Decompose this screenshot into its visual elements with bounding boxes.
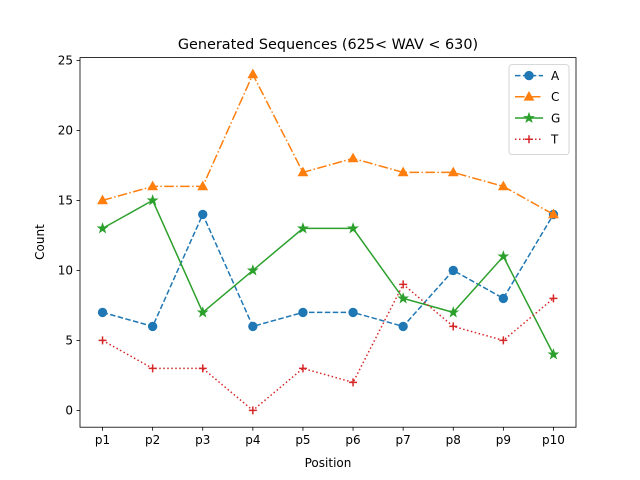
chart-title: Generated Sequences (625< WAV < 630)	[178, 37, 478, 53]
x-axis-label: Position	[305, 456, 352, 470]
data-point	[96, 222, 109, 234]
data-point	[297, 166, 309, 177]
data-point	[447, 306, 460, 318]
data-point	[246, 264, 259, 276]
data-point	[148, 364, 157, 373]
data-point	[197, 180, 209, 191]
data-point	[98, 336, 107, 345]
y-tick-label: 25	[58, 54, 73, 68]
x-tick-label: p1	[95, 433, 110, 447]
data-point	[547, 348, 560, 360]
data-point	[349, 378, 358, 387]
legend-item-a: A	[515, 69, 560, 83]
legend-item-c: C	[515, 90, 559, 104]
legend-item-t: T	[515, 133, 559, 147]
data-point	[549, 294, 558, 303]
data-point	[499, 336, 508, 345]
legend-label: A	[551, 69, 560, 83]
axes-frame	[79, 57, 577, 428]
series-line	[102, 283, 554, 412]
data-point	[497, 180, 509, 191]
data-point	[97, 194, 108, 205]
data-point	[397, 292, 410, 304]
data-point	[399, 280, 408, 289]
data-point	[347, 222, 359, 234]
data-point	[198, 209, 208, 220]
x-tick-label: p6	[345, 433, 360, 447]
series-g	[96, 194, 560, 360]
x-tick-label: p7	[396, 433, 411, 447]
data-point	[248, 321, 258, 332]
data-point	[147, 321, 158, 332]
x-tick-label: p10	[542, 433, 565, 447]
data-point	[347, 152, 359, 163]
data-point	[449, 322, 458, 331]
data-point	[397, 166, 409, 177]
legend-label: C	[551, 90, 559, 104]
data-point	[497, 250, 510, 262]
data-point	[196, 306, 209, 318]
series-line	[102, 212, 555, 328]
series-line	[102, 72, 554, 216]
legend-label: G	[551, 111, 560, 125]
data-point	[147, 180, 159, 191]
data-point	[97, 307, 108, 318]
legend-marker	[525, 135, 533, 144]
series-line	[102, 199, 555, 355]
x-tick-label: p2	[145, 433, 160, 447]
x-tick-label: p3	[195, 433, 210, 447]
series-c	[97, 68, 559, 219]
y-tick-label: 0	[65, 404, 73, 418]
legend-label: T	[550, 133, 559, 147]
y-tick-label: 20	[58, 124, 73, 138]
x-axis: p1 p2 p3 p4 p5 p6 p7 p8 p9 p10	[95, 427, 565, 447]
legend-marker	[524, 70, 534, 81]
x-tick-label: p5	[295, 433, 310, 447]
x-tick-label: p9	[496, 433, 511, 447]
legend-marker	[523, 90, 535, 101]
x-tick-label: p8	[446, 433, 461, 447]
x-tick-label: p4	[245, 433, 260, 447]
series-t	[98, 280, 558, 415]
data-point	[498, 293, 509, 304]
data-point	[248, 406, 257, 415]
data-point	[448, 265, 458, 276]
legend-item-g: G	[515, 111, 560, 125]
y-tick-label: 15	[58, 194, 73, 208]
data-point	[146, 194, 159, 206]
series-layer	[96, 68, 560, 415]
data-point	[198, 364, 207, 373]
data-point	[447, 166, 459, 177]
legend-box	[508, 64, 570, 155]
data-point	[398, 321, 408, 332]
data-point	[548, 208, 559, 219]
data-point	[298, 307, 308, 318]
y-tick-label: 10	[58, 264, 73, 278]
y-tick-label: 5	[65, 334, 73, 348]
y-axis: 0 5 10 15 20 25	[58, 54, 80, 418]
data-point	[247, 68, 259, 79]
data-point	[298, 364, 307, 373]
y-axis-label: Count	[33, 224, 47, 260]
data-point	[348, 307, 358, 318]
data-point	[297, 222, 309, 234]
legend-marker	[523, 111, 535, 124]
